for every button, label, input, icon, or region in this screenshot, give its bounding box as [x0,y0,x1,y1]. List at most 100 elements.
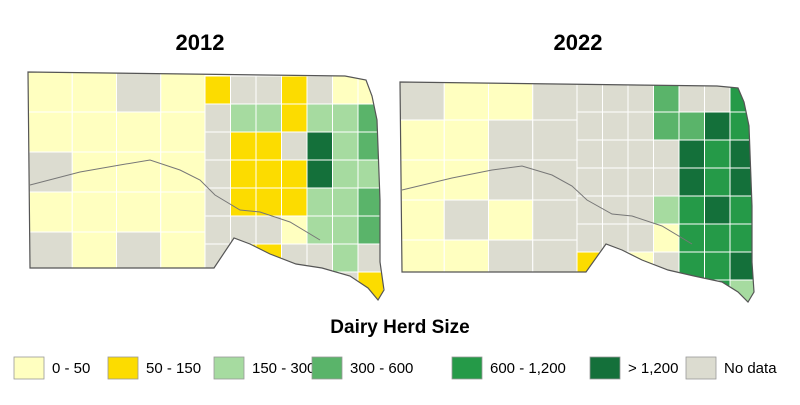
county [729,251,754,281]
county [255,187,282,217]
county [230,159,257,189]
county [281,243,308,273]
county [400,199,445,241]
county [704,195,731,225]
county [627,223,654,253]
county [204,215,231,245]
legend-swatch [213,356,245,380]
county [116,191,162,233]
map-2022 [400,82,754,302]
county [281,75,308,105]
county [704,251,731,281]
map-title: 2012 [176,30,225,55]
county [627,251,654,281]
county [204,131,231,161]
county [28,72,73,113]
county [627,83,654,113]
county [653,139,680,169]
county [653,111,680,141]
county [488,239,534,281]
county [704,111,731,141]
county [488,119,534,161]
county [400,119,445,161]
county [204,159,231,189]
county [116,151,162,193]
county [653,167,680,197]
county [160,231,206,273]
county [306,159,333,189]
county [602,167,629,197]
county [332,215,359,245]
county [160,72,206,113]
county [255,215,282,245]
county [576,139,603,169]
county [230,215,257,245]
county [532,239,578,281]
legend-label: 150 - 300 [252,360,315,377]
county [627,111,654,141]
county [443,159,489,201]
river [29,159,321,241]
legend-label: 0 - 50 [52,360,90,377]
county [71,191,117,233]
county [704,139,731,169]
county [71,231,117,273]
county [627,139,654,169]
legend-swatch [589,356,621,380]
county [306,187,333,217]
county [653,279,680,302]
county [28,111,73,153]
county [532,82,578,121]
county [443,239,489,281]
county [28,151,73,193]
county [230,243,257,273]
county [281,159,308,189]
county [627,195,654,225]
county [332,131,359,161]
county [116,72,162,113]
county [357,103,384,133]
county [230,271,257,300]
county [71,111,117,153]
county [255,103,282,133]
legend: 0 - 50 50 - 150 150 - 300 300 - 600 600 - 1,… [13,356,777,380]
legend-swatch [107,356,139,380]
county [116,111,162,153]
county [678,83,705,113]
county [576,167,603,197]
county [230,103,257,133]
map-title: 2022 [554,30,603,55]
county [704,223,731,253]
legend-label: 600 - 1,200 [490,360,566,377]
county [204,271,231,300]
county [116,231,162,273]
county [602,139,629,169]
county [532,159,578,201]
county [357,243,384,273]
county [332,159,359,189]
county [306,75,333,105]
county [488,199,534,241]
county [602,83,629,113]
county [332,271,359,300]
county [230,75,257,105]
river [401,165,693,245]
county [678,111,705,141]
county [28,231,73,273]
county [653,195,680,225]
county [678,279,705,302]
county [306,103,333,133]
county [627,279,654,302]
county [357,131,384,161]
county [332,75,359,105]
county [576,223,603,253]
county [230,131,257,161]
county [532,119,578,161]
county [255,159,282,189]
county [488,82,534,121]
county [678,223,705,253]
county [357,271,384,300]
county [678,195,705,225]
county [488,159,534,201]
